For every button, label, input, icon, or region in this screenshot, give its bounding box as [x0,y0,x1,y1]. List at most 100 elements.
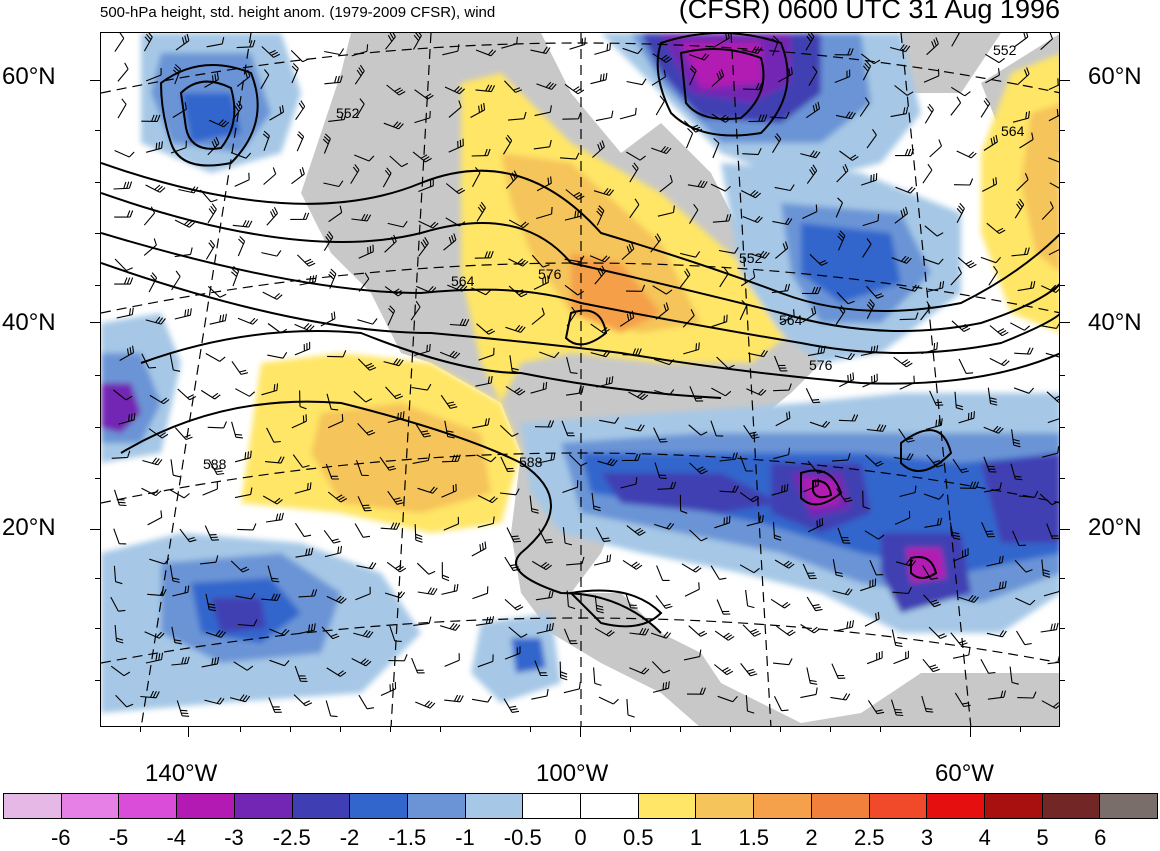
wind-barb [564,209,582,221]
wind-barb [476,616,495,626]
wind-barb [684,582,700,597]
wind-barb [448,100,462,118]
wind-barb [389,155,409,168]
wind-barb [922,565,938,580]
wind-barb [441,483,457,498]
wind-barb [508,219,529,229]
wind-barb [866,299,875,320]
wind-barb [862,373,878,388]
wind-barb [387,411,405,424]
wind-barb [267,323,288,334]
wind-barb [1009,666,1019,685]
contour-label: 588 [203,456,227,472]
wind-barb [351,44,369,57]
wind-barb [383,121,404,130]
wind-barb [355,460,369,477]
wind-barb [500,456,515,473]
axis-tick [970,727,971,737]
wind-barb [412,453,431,464]
wind-barb [417,587,438,596]
wind-barb [712,137,720,159]
wind-barb [959,481,980,489]
wind-barb [113,181,133,190]
wind-barb [686,687,707,695]
wind-barb [532,560,552,571]
wind-barb [114,277,134,285]
wind-barb [505,385,526,396]
wind-barb [924,517,943,528]
axis-tick [1060,478,1065,479]
wind-barb [328,205,343,223]
wind-barb [478,347,495,361]
wind-barb [926,281,945,293]
wind-barb [650,233,662,253]
wind-barb [834,69,851,84]
wind-barb [651,661,671,674]
wind-barb [989,357,1010,367]
wind-barb [958,411,975,424]
wind-barb [358,272,370,292]
wind-barb [895,558,917,567]
wind-barb [202,481,218,496]
wind-barb [890,699,904,717]
wind-barb [290,50,310,63]
wind-barb [169,354,181,372]
wind-barb [775,241,789,259]
wind-barb [384,286,405,297]
colorbar-swatch [1100,794,1158,818]
wind-barb [629,667,650,675]
axis-tick [95,578,100,579]
wind-barb [652,53,673,63]
wind-barb [237,619,258,627]
wind-barb [207,421,228,429]
wind-barb [869,559,884,576]
wind-barb [742,147,762,156]
wind-barb [980,256,1002,264]
wind-barb [654,389,675,396]
wind-barb [951,33,960,47]
wind-barb [476,201,486,222]
wind-barb [561,420,575,437]
wind-barb [653,427,668,443]
wind-barb [597,458,618,467]
wind-barb [231,421,243,439]
wind-barb [1041,559,1051,578]
wind-barb [895,148,915,157]
wind-barb [711,387,732,397]
wind-barb [355,98,365,119]
wind-barb [1013,387,1035,394]
lon-label: 100°W [536,760,609,787]
wind-barb [353,629,374,638]
wind-barb [174,427,193,441]
wind-barb [230,560,250,573]
wind-barb [569,37,586,50]
wind-barb [174,308,192,320]
wind-barb [740,189,762,199]
wind-barb [718,247,739,254]
wind-barb [231,265,240,287]
wind-barb [921,342,938,355]
colorbar-label: -0.5 [503,825,542,850]
wind-barb [201,656,220,668]
wind-barb [740,663,758,677]
wind-barb [924,103,934,124]
wind-barb [683,649,702,661]
wind-barb [414,524,423,543]
wind-barb [595,110,614,122]
wind-barb [358,244,374,259]
wind-barb [984,482,1002,493]
wind-barb [172,64,182,85]
wind-barb [626,151,646,161]
wind-barb [260,69,270,90]
wind-barb [476,454,497,463]
wind-barb [771,283,791,294]
wind-barb [237,317,258,325]
wind-barb [891,629,903,647]
wind-barb [508,626,528,638]
wind-barb [141,487,162,497]
wind-barb [529,495,539,514]
wind-barb [778,67,793,83]
wind-barb [624,424,645,432]
wind-barb [594,627,615,637]
wind-barb [862,60,872,81]
